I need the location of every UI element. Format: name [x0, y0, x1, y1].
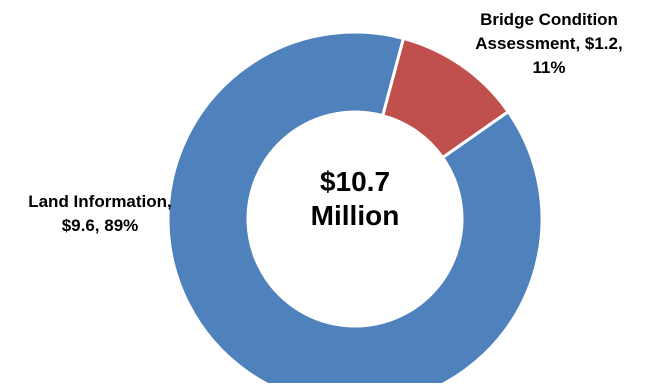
center-total-line-2: Million: [310, 200, 400, 231]
data-label-land-information: Land Information, $9.6, 89%: [2, 190, 198, 238]
data-label-bridge-condition-assessment: Bridge Condition Assessment, $1.2, 11%: [456, 8, 642, 80]
data-label-land-information-line-1: Land Information,: [28, 192, 172, 211]
donut-slice-land-information: [166, 30, 544, 388]
center-total-line-1: $10.7: [319, 166, 391, 197]
data-label-land-information-line-2: $9.6, 89%: [61, 216, 139, 235]
data-label-bridge-line-1: Bridge Condition: [480, 10, 618, 29]
data-label-bridge-line-3: 11%: [532, 58, 566, 77]
center-total-label: $10.7 Million: [255, 165, 455, 233]
data-label-bridge-line-2: Assessment, $1.2,: [475, 34, 623, 53]
